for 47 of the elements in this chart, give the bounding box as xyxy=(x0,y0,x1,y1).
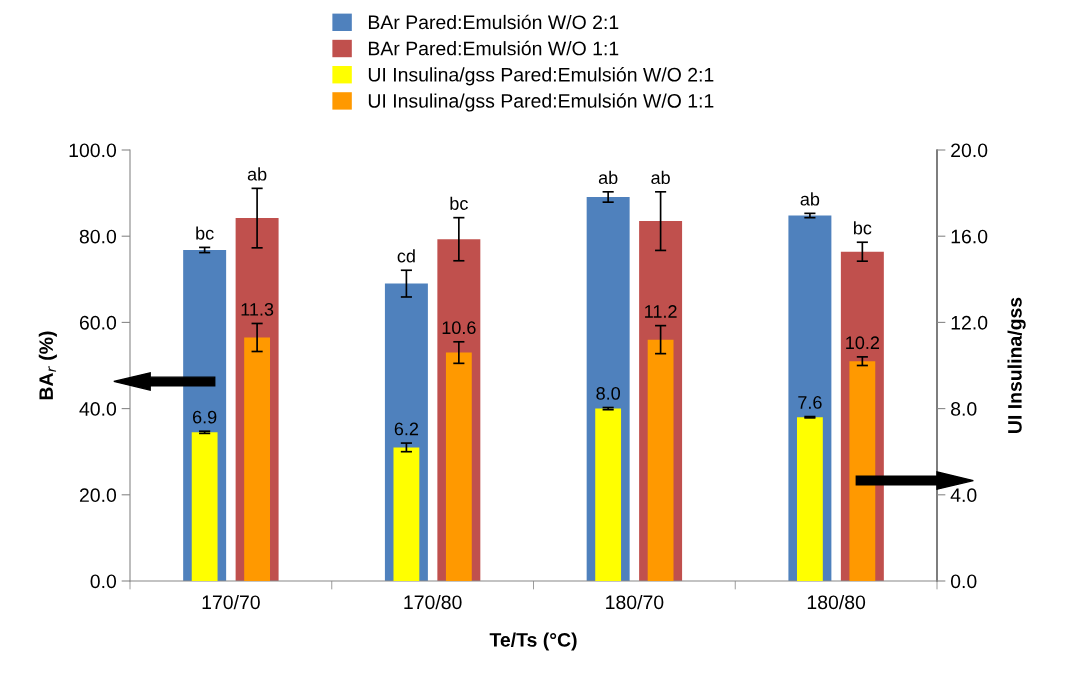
y-tick-label: 60.0 xyxy=(79,315,117,330)
x-tick-label: 180/80 xyxy=(807,594,866,610)
y-tick-label: 20.0 xyxy=(79,488,117,503)
y2-tick-label: 16.0 xyxy=(951,229,988,244)
data-label: bc xyxy=(196,226,214,240)
legend-label: BAr Pared:Emulsión W/O 1:1 xyxy=(368,40,619,56)
bar xyxy=(191,432,218,581)
y-tick-label: 0.0 xyxy=(90,574,117,589)
data-label: ab xyxy=(800,192,820,206)
bar xyxy=(647,339,674,581)
y2-axis-title: UI Insulina/gss xyxy=(1007,297,1026,433)
bar xyxy=(445,352,472,581)
y-axis-title: BA$_{r}$ (%) xyxy=(38,331,57,400)
legend-label: BAr Pared:Emulsión W/O 2:1 xyxy=(368,14,619,30)
data-label: 11.2 xyxy=(645,305,677,318)
bar xyxy=(244,337,271,581)
bar xyxy=(796,417,823,581)
bar xyxy=(595,408,622,581)
data-label: bc xyxy=(853,221,872,235)
data-label: 6.2 xyxy=(394,422,419,436)
data-label: ab xyxy=(598,170,618,185)
y-tick-label: 100.0 xyxy=(69,143,117,158)
data-label: 8.0 xyxy=(596,387,620,400)
legend-label: UI Insulina/gss Pared:Emulsión W/O 2:1 xyxy=(368,67,714,86)
x-tick-label: 180/70 xyxy=(606,594,664,610)
x-tick-label: 170/70 xyxy=(202,594,260,610)
y2-tick-label: 4.0 xyxy=(950,488,977,503)
data-label: 11.3 xyxy=(241,302,274,316)
data-label: cd xyxy=(397,249,415,263)
data-label: 7.6 xyxy=(798,396,822,409)
y2-tick-label: 20.0 xyxy=(951,143,988,158)
legend-label: UI Insulina/gss Pared:Emulsión W/O 1:1 xyxy=(368,93,714,112)
data-label: ab xyxy=(247,167,267,181)
y2-tick-label: 0.0 xyxy=(950,574,977,589)
y-tick-label: 80.0 xyxy=(79,229,117,244)
data-label: 10.6 xyxy=(442,321,476,335)
data-label: ab xyxy=(651,170,670,185)
y-tick-label: 40.0 xyxy=(79,402,117,416)
x-axis-title: Te/Ts (°C) xyxy=(489,632,577,651)
bar xyxy=(393,447,420,581)
data-label: 6.9 xyxy=(193,410,217,424)
y2-tick-label: 12.0 xyxy=(951,315,988,330)
bar xyxy=(849,361,876,581)
data-label: 10.2 xyxy=(846,336,880,350)
data-label: bc xyxy=(450,196,468,210)
y2-tick-label: 8.0 xyxy=(951,402,977,416)
x-tick-label: 170/80 xyxy=(404,594,462,610)
